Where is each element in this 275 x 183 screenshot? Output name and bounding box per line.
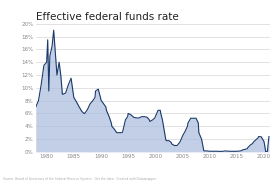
Text: Effective federal funds rate: Effective federal funds rate (36, 12, 178, 22)
Text: Source: Board of Governors of the Federal Reserve System · Get the data · Create: Source: Board of Governors of the Federa… (3, 177, 156, 181)
